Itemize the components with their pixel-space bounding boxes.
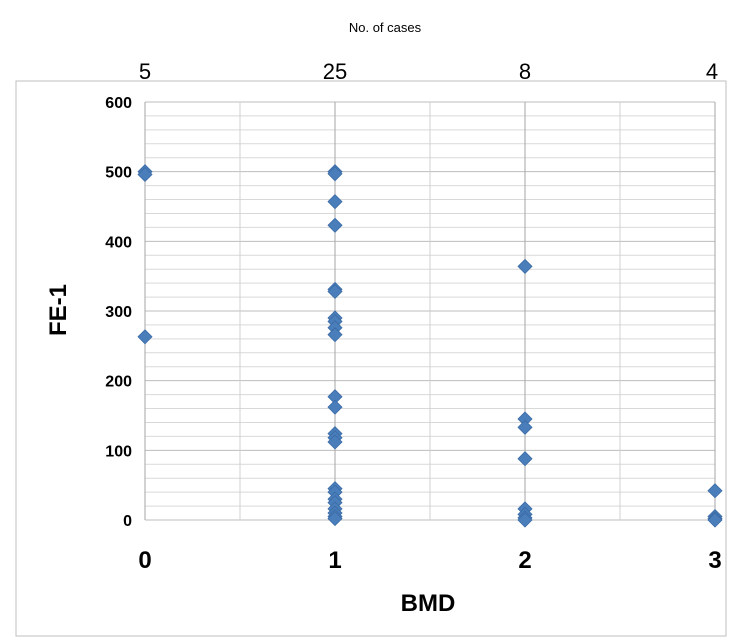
case-count-label-1: 25 (323, 59, 347, 84)
y-tick-label: 600 (105, 95, 132, 112)
data-point (517, 419, 533, 435)
case-count-label-2: 8 (519, 59, 531, 84)
x-axis-title: BMD (401, 590, 456, 617)
case-count-label-0: 5 (139, 59, 151, 84)
y-tick-label: 100 (105, 443, 132, 460)
data-point (327, 399, 343, 415)
x-tick-label: 1 (328, 547, 341, 574)
y-tick-label: 0 (123, 513, 132, 530)
data-point (517, 512, 533, 528)
top-axis-title: No. of cases (349, 20, 422, 35)
data-point (327, 511, 343, 527)
y-tick-labels: 0 100 200 300 400 500 600 (105, 95, 132, 530)
chart-border (15, 80, 727, 637)
data-point (327, 283, 343, 300)
data-point (327, 194, 343, 210)
x-tick-label: 2 (518, 547, 531, 574)
data-point (327, 166, 343, 182)
data-point (707, 512, 723, 528)
data-point (327, 434, 343, 450)
data-point (517, 258, 533, 274)
data-point (707, 483, 723, 499)
y-axis-title: FE-1 (45, 284, 72, 336)
data-point (327, 327, 343, 343)
data-point (517, 451, 533, 467)
y-tick-label: 500 (105, 165, 132, 182)
x-tick-label: 3 (708, 547, 721, 574)
y-tick-label: 200 (105, 374, 132, 391)
data-point (137, 166, 153, 183)
y-tick-label: 300 (105, 304, 132, 321)
data-points (137, 164, 723, 528)
x-tick-label: 0 (138, 547, 151, 574)
x-tick-labels: 0 1 2 3 (138, 547, 721, 574)
y-tick-label: 400 (105, 234, 132, 251)
data-point (327, 217, 343, 233)
case-count-label-3: 4 (706, 59, 718, 84)
data-point (137, 329, 153, 345)
case-count-labels: 5 25 8 4 (139, 59, 718, 84)
